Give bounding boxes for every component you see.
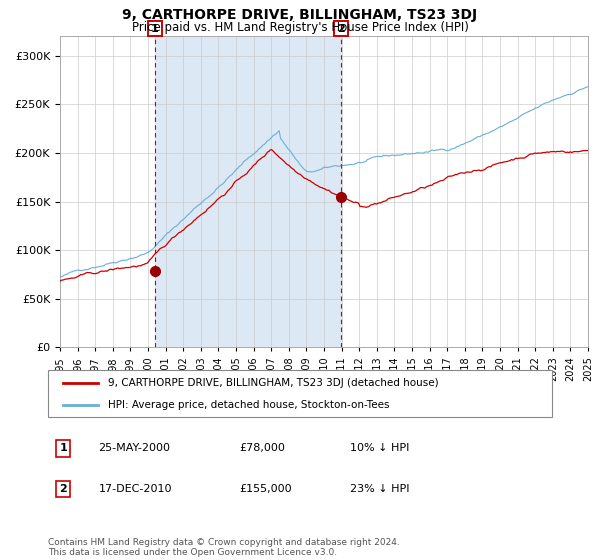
- Text: 2: 2: [337, 24, 345, 34]
- Text: 23% ↓ HPI: 23% ↓ HPI: [350, 484, 410, 494]
- Text: 9, CARTHORPE DRIVE, BILLINGHAM, TS23 3DJ (detached house): 9, CARTHORPE DRIVE, BILLINGHAM, TS23 3DJ…: [109, 378, 439, 388]
- Text: Price paid vs. HM Land Registry's House Price Index (HPI): Price paid vs. HM Land Registry's House …: [131, 21, 469, 34]
- Text: 1: 1: [151, 24, 159, 34]
- Text: 10% ↓ HPI: 10% ↓ HPI: [350, 444, 410, 454]
- Text: 1: 1: [59, 444, 67, 454]
- Text: 2: 2: [59, 484, 67, 494]
- Bar: [155, 36, 341, 347]
- Text: 25-MAY-2000: 25-MAY-2000: [98, 444, 170, 454]
- Text: 9, CARTHORPE DRIVE, BILLINGHAM, TS23 3DJ: 9, CARTHORPE DRIVE, BILLINGHAM, TS23 3DJ: [122, 8, 478, 22]
- Text: Contains HM Land Registry data © Crown copyright and database right 2024.
This d: Contains HM Land Registry data © Crown c…: [48, 538, 400, 557]
- Text: HPI: Average price, detached house, Stockton-on-Tees: HPI: Average price, detached house, Stoc…: [109, 400, 390, 410]
- Text: 17-DEC-2010: 17-DEC-2010: [98, 484, 172, 494]
- FancyBboxPatch shape: [48, 370, 552, 417]
- Text: £155,000: £155,000: [239, 484, 292, 494]
- Text: £78,000: £78,000: [239, 444, 286, 454]
